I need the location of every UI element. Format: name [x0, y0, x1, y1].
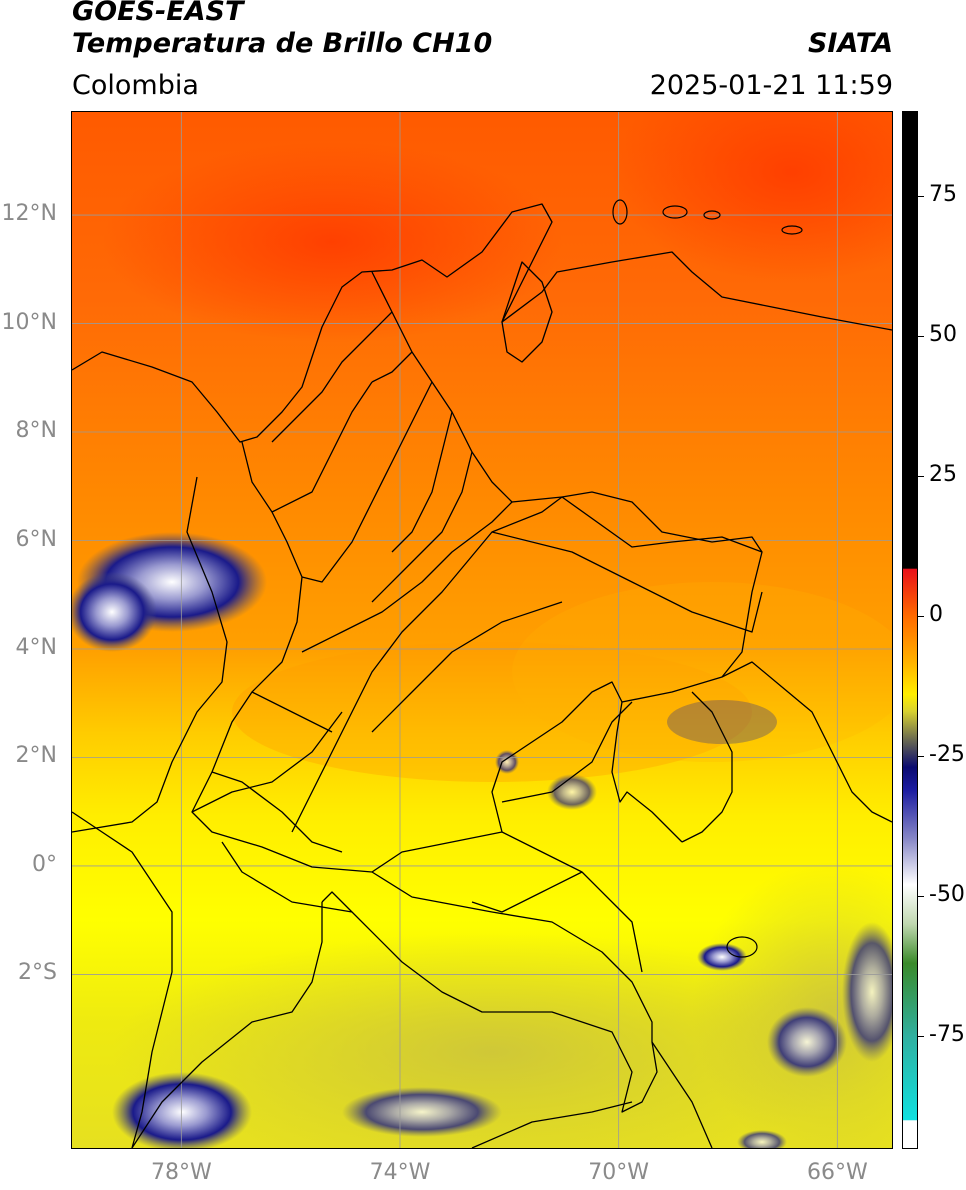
satellite-map — [71, 111, 893, 1149]
colorbar-tick — [918, 476, 924, 477]
brand-label: SIATA — [807, 28, 893, 59]
lat-tick-label: 10°N — [1, 309, 57, 335]
region-label: Colombia — [72, 70, 199, 101]
datetime-label: 2025-01-21 11:59 — [649, 70, 893, 101]
borders — [72, 203, 892, 1148]
colorbar-tick — [918, 616, 924, 617]
cloud-patches — [72, 532, 892, 1148]
colorbar-tick-label: 0 — [929, 602, 943, 627]
colorbar-tick-label: 75 — [929, 182, 957, 207]
lon-tick-label: 70°W — [588, 1160, 650, 1185]
colorbar-tick-label: 50 — [929, 322, 957, 347]
colorbar-tick-label: -75 — [929, 1022, 965, 1047]
lat-tick-label: 12°N — [1, 201, 57, 227]
lon-tick-label: 74°W — [369, 1160, 431, 1185]
lon-tick-label: 78°W — [150, 1160, 212, 1185]
colorbar-tick-label: -50 — [929, 882, 965, 907]
lat-tick-label: 8°N — [15, 418, 57, 444]
colorbar-tick — [918, 196, 924, 197]
colorbar-tick — [918, 756, 924, 757]
lat-tick-label: 6°N — [15, 526, 57, 552]
colorbar-tick-label: 25 — [929, 462, 957, 487]
lat-tick-label: 2°S — [18, 960, 57, 986]
colorbar-tick — [918, 1036, 924, 1037]
colorbar-tick — [918, 336, 924, 337]
colorbar — [902, 111, 918, 1149]
product-title: Temperatura de Brillo CH10 — [72, 28, 493, 59]
lon-tick-label: 66°W — [806, 1160, 868, 1185]
lat-tick-label: 4°N — [15, 634, 57, 660]
colorbar-tick — [918, 896, 924, 897]
satellite-title: GOES-EAST — [72, 0, 244, 27]
lat-tick-label: 0° — [32, 851, 57, 877]
colorbar-tick-label: -25 — [929, 742, 965, 767]
lat-tick-label: 2°N — [15, 743, 57, 769]
